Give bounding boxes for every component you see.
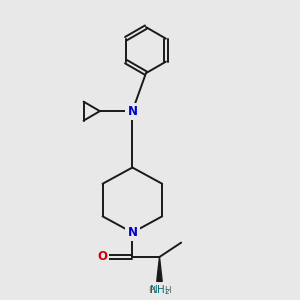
- Text: N: N: [128, 226, 137, 239]
- Text: NH$_2$: NH$_2$: [149, 283, 170, 296]
- Text: O: O: [97, 250, 107, 263]
- Text: H: H: [164, 286, 170, 295]
- Text: N: N: [128, 105, 137, 118]
- Text: H: H: [148, 286, 155, 295]
- Polygon shape: [157, 257, 162, 281]
